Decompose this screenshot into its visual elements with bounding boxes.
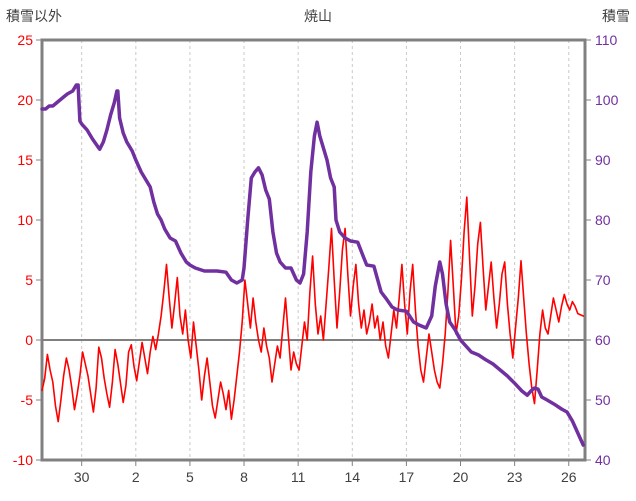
snow-depth-series-line (40, 83, 585, 447)
right-axis-tick-label: 100 (595, 92, 619, 108)
x-axis-tick-label: 30 (74, 469, 90, 485)
x-axis-tick-label: 8 (240, 469, 248, 485)
right-axis-tick-label: 60 (595, 332, 611, 348)
left-axis-tick-label: 10 (17, 212, 33, 228)
left-axis-tick-label: 0 (25, 332, 33, 348)
temperature-series-line (41, 196, 585, 423)
left-axis-tick-label: 5 (25, 272, 33, 288)
x-axis-tick-label: 20 (453, 469, 469, 485)
x-axis-tick-label: 5 (186, 469, 194, 485)
x-axis-tick-label: 23 (507, 469, 523, 485)
x-axis-tick-label: 2 (132, 469, 140, 485)
left-axis-tick-label: 15 (17, 152, 33, 168)
left-axis-tick-label: -5 (21, 392, 34, 408)
x-axis-tick-label: 17 (399, 469, 415, 485)
left-axis-title: 積雪以外 (6, 8, 62, 24)
right-axis-tick-label: 80 (595, 212, 611, 228)
plot-frame (40, 38, 587, 462)
x-axis-tick-label: 14 (344, 469, 360, 485)
chart-title: 焼山 (304, 8, 332, 24)
right-axis-title: 積雪 (602, 8, 630, 24)
x-axis-tick-label: 26 (561, 469, 577, 485)
left-axis-tick-label: -10 (13, 452, 33, 468)
x-axis-tick-label: 11 (291, 469, 306, 485)
right-axis-tick-label: 110 (595, 32, 618, 48)
right-axis-tick-label: 40 (595, 452, 611, 468)
right-axis-tick-label: 70 (595, 272, 611, 288)
right-axis-tick-label: 50 (595, 392, 611, 408)
left-axis-tick-label: 20 (17, 92, 33, 108)
right-axis-tick-label: 90 (595, 152, 611, 168)
left-axis-tick-label: 25 (17, 32, 33, 48)
